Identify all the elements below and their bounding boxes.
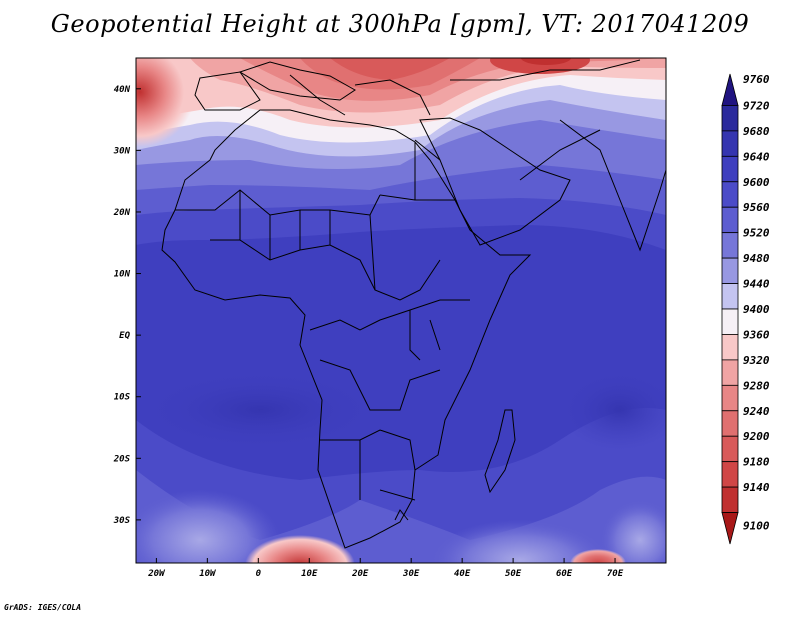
colorbar-label: 9360: [743, 328, 770, 341]
y-tick-label: 30S: [113, 516, 131, 526]
x-tick-label: 10E: [301, 569, 318, 579]
colorbar-swatch: [721, 232, 739, 259]
x-tick-label: 40E: [454, 569, 471, 579]
colorbar-label: 9760: [743, 73, 770, 86]
x-tick-label: 10W: [199, 569, 217, 579]
longitude-axis: 20W 10W 0 10E 20E 30E 40E 50E 60E 70E: [147, 558, 624, 579]
x-tick-label: 60E: [556, 569, 573, 579]
latitude-axis: 40N 30N 20N 10N EQ 10S 20S 30S: [113, 85, 141, 526]
y-tick-label: 40N: [114, 85, 131, 95]
y-tick-label: 10S: [114, 393, 131, 403]
colorbar-label: 9140: [743, 481, 770, 494]
colorbar-swatch: [721, 105, 739, 132]
colorbar-swatch: [721, 130, 739, 157]
colorbar-swatch: [721, 206, 739, 234]
coastlines: [161, 59, 666, 549]
colorbar-label: 9600: [743, 176, 770, 189]
colorbar-swatch: [721, 181, 739, 208]
colorbar-label: 9240: [743, 405, 770, 418]
colorbar-label: 9720: [743, 99, 770, 112]
y-tick-label: EQ: [119, 331, 130, 341]
plot-frame: [135, 57, 667, 564]
x-tick-label: 0: [256, 569, 262, 579]
y-tick-label: 20S: [113, 454, 131, 464]
x-tick-label: 30E: [402, 569, 420, 579]
colorbar-swatch: [721, 257, 739, 284]
colorbar-label: 9560: [743, 201, 770, 214]
colorbar-label: 9440: [743, 278, 770, 291]
colorbar-swatch: [721, 73, 739, 106]
colorbar-swatch: [721, 410, 739, 437]
colorbar-swatch: [721, 155, 739, 183]
colorbar-swatch: [721, 486, 739, 513]
colorbar-swatch: [721, 334, 739, 361]
colorbar-swatch: [721, 384, 739, 412]
x-tick-label: 70E: [607, 569, 624, 579]
colorbar-label: 9520: [743, 227, 770, 240]
x-tick-label: 20W: [147, 569, 166, 579]
map-title: Geopotential Height at 300hPa [gpm], VT:…: [50, 10, 750, 38]
colorbar-label: 9200: [743, 430, 770, 443]
colorbar-label: 9680: [743, 125, 770, 138]
colorbar-label: 9640: [743, 150, 770, 163]
colorbar-label: 9400: [743, 303, 770, 316]
x-tick-label: 50E: [505, 569, 522, 579]
colorbar-label: 9320: [743, 354, 770, 367]
height-field: [136, 58, 666, 563]
colorbar-label: 9280: [743, 379, 770, 392]
colorbar-swatch: [721, 308, 739, 335]
colorbar-swatch: [721, 461, 739, 488]
colorbar-swatch: [721, 359, 739, 386]
y-tick-label: 30N: [113, 146, 131, 156]
y-tick-label: 20N: [113, 208, 131, 218]
colorbar-label: 9480: [743, 252, 770, 265]
colorbar-label: 9100: [743, 519, 770, 532]
y-tick-label: 10N: [114, 270, 131, 280]
colorbar-swatch: [721, 435, 739, 463]
grads-credit: GrADS: IGES/COLA: [4, 603, 82, 612]
colorbar: 9760 9720 9680 9640 9600 9560 9520 9480 9440 9400…: [721, 73, 770, 545]
colorbar-swatch: [721, 283, 739, 310]
x-tick-label: 20E: [351, 569, 369, 579]
colorbar-swatch: [721, 512, 739, 545]
colorbar-label: 9180: [743, 456, 770, 469]
